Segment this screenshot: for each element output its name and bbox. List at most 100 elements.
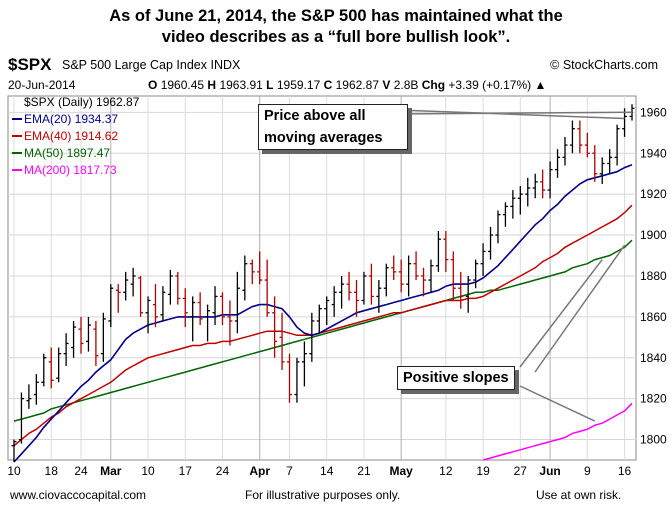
ohlc-bar — [160, 286, 166, 321]
ohlc-bar — [376, 280, 382, 313]
ohlc-bar — [130, 267, 136, 297]
ohlc-bar — [123, 271, 129, 301]
legend-entry: MA(50) 1897.47 — [24, 146, 110, 160]
ohlc-bar — [510, 190, 516, 219]
ma50-line — [13, 239, 633, 422]
x-tick-label: 18 — [45, 464, 59, 478]
ohlc-bar — [316, 304, 322, 334]
x-tick-label: 12 — [439, 464, 453, 478]
ohlc-bar — [450, 251, 456, 301]
ohlc-bar — [324, 296, 330, 326]
ohlc-bar — [599, 157, 605, 184]
x-tick-label: 7 — [286, 464, 293, 478]
high-value: 1963.91 — [219, 78, 263, 92]
ohlc-bar — [205, 304, 211, 342]
legend-entry: $SPX (Daily) 1962.87 — [24, 95, 140, 109]
ohlc-bar — [607, 149, 613, 174]
ohlc-bar — [234, 271, 240, 334]
x-tick-label: 19 — [476, 464, 490, 478]
x-tick-label: 14 — [320, 464, 334, 478]
x-tick-label: 27 — [514, 464, 528, 478]
ohlc-bar — [473, 259, 479, 289]
ohlc-bar — [272, 296, 278, 358]
close-value: 1962.87 — [335, 78, 379, 92]
ohlc-bar — [182, 288, 188, 328]
ma200-line — [482, 402, 633, 461]
ohlc-bar — [48, 347, 54, 389]
change-value: +3.39 (+0.17%) — [448, 78, 532, 92]
ohlc-bar — [286, 353, 292, 403]
ohlc-bar — [517, 185, 523, 215]
ohlc-bar — [301, 341, 307, 387]
x-tick-label: Apr — [249, 464, 270, 478]
ohlc-bar — [428, 259, 434, 293]
y-tick-label: 1960 — [640, 105, 667, 119]
ohlc-bar — [93, 320, 99, 366]
ohlc-bar — [584, 132, 590, 158]
ohlc-bar — [465, 275, 471, 313]
ohlc-bar — [361, 271, 367, 305]
ohlc-bar — [592, 145, 598, 182]
y-tick-label: 1800 — [640, 433, 667, 447]
ohlc-bar — [257, 251, 263, 285]
ohlc-bar — [212, 286, 218, 326]
ohlc-bar — [26, 384, 32, 409]
headline: As of June 21, 2014, the S&P 500 has mai… — [0, 6, 672, 48]
headline-line-2: video describes as a “full bore bullish … — [161, 28, 511, 46]
headline-line-1: As of June 21, 2014, the S&P 500 has mai… — [109, 7, 563, 25]
ohlc-bar — [488, 226, 494, 260]
ohlc-bar — [555, 149, 561, 178]
ohlc-bar — [435, 230, 441, 272]
close-label: C — [323, 78, 333, 92]
high-label: H — [207, 78, 217, 92]
slopes-callout: Positive slopes — [397, 366, 515, 390]
ohlc-bar — [614, 124, 620, 166]
index-name: S&P 500 Large Cap Index INDX — [62, 58, 241, 72]
ohlc-bar — [562, 136, 568, 166]
x-tick-label: Jun — [539, 464, 560, 478]
y-tick-label: 1820 — [640, 392, 667, 406]
x-tick-label: 16 — [618, 464, 632, 478]
quote-date: 20-Jun-2014 — [8, 78, 76, 92]
ohlc-bar — [495, 210, 501, 244]
footer-risk: Use at own risk. — [536, 488, 622, 502]
ohlc-bar — [540, 169, 546, 199]
x-tick-label: Mar — [100, 464, 122, 478]
ohlc-bar — [391, 255, 397, 281]
ohlc-bar — [443, 230, 449, 272]
chart-symbol: $SPX — [8, 55, 52, 74]
brand-label: © StockCharts.com — [550, 58, 658, 72]
x-tick-label: 21 — [357, 464, 371, 478]
ohlc-bar — [346, 271, 352, 301]
ohlc-bar — [577, 120, 583, 154]
footer-disclaimer: For illustrative purposes only. — [245, 488, 401, 502]
ohlc-bar — [145, 296, 151, 334]
ohlc-bar — [242, 255, 248, 301]
ohlc-bar — [100, 312, 106, 362]
low-value: 1959.17 — [276, 78, 321, 92]
ohlc-bar — [502, 202, 508, 227]
ohlc-bar — [279, 312, 285, 371]
ohlc-bar — [398, 259, 404, 293]
ohlc-bar — [33, 374, 39, 405]
x-tick-label: 24 — [74, 464, 88, 478]
y-tick-label: 1920 — [640, 187, 667, 201]
ohlc-bar — [115, 284, 121, 313]
ohlc-bar — [294, 357, 300, 403]
ohlc-bar — [569, 120, 575, 154]
ohlc-bar — [525, 177, 531, 207]
ohlc-bar — [264, 259, 270, 317]
ohlc-bar — [383, 263, 389, 297]
ohlc-bar — [309, 312, 315, 362]
open-value: 1960.45 — [160, 78, 205, 92]
price-callout-pointer — [397, 109, 633, 120]
volume-label: V — [382, 78, 391, 92]
legend-entry: MA(200) 1817.73 — [24, 163, 117, 177]
open-label: O — [148, 78, 158, 92]
low-label: L — [266, 78, 274, 92]
y-tick-label: 1940 — [640, 146, 667, 160]
x-tick-label: May — [390, 464, 414, 478]
plot-frame — [7, 95, 637, 461]
ohlc-bar — [56, 347, 62, 383]
